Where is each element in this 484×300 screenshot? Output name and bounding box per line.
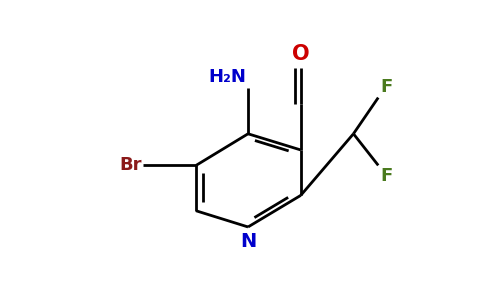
Text: Br: Br xyxy=(119,156,141,174)
Text: F: F xyxy=(380,78,393,96)
Text: O: O xyxy=(292,44,310,64)
Text: F: F xyxy=(380,167,393,184)
Text: H₂N: H₂N xyxy=(208,68,246,86)
Text: N: N xyxy=(240,232,256,250)
